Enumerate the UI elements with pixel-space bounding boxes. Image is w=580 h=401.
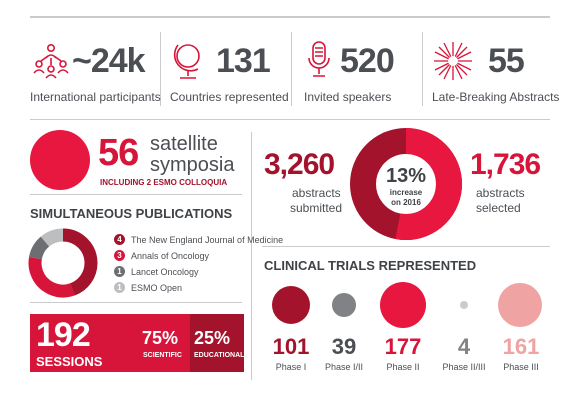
stat-late-breaking-label: Late-Breaking Abstracts — [432, 90, 560, 104]
abstracts-selected-value: 1,736 — [470, 148, 541, 181]
sessions-label: SESSIONS — [36, 354, 103, 369]
sessions-scientific-pct: 75% — [142, 328, 179, 348]
trial-phase-label: Phase II/III — [442, 362, 486, 372]
abstracts-selected-label1: abstracts — [476, 186, 525, 200]
sessions-bar-educational — [190, 314, 244, 372]
satellite-circle — [30, 130, 90, 190]
stat-speakers-label: Invited speakers — [304, 90, 392, 104]
sessions-educational-label: EDUCATIONAL — [194, 352, 245, 359]
microphone-icon — [305, 40, 333, 82]
abstracts-increase-label2: on 2016 — [391, 198, 421, 207]
trial-value: 4 — [457, 334, 471, 359]
trials-title: CLINICAL TRIALS REPRESENTED — [264, 258, 477, 273]
satellite-value: 56 — [98, 132, 139, 174]
stat-late-breaking-value: 55 — [488, 42, 525, 80]
publication-name: The New England Journal of Medicine — [131, 234, 284, 245]
sessions-scientific-label: SCIENTIFIC — [143, 352, 182, 359]
stat-speakers-value: 520 — [340, 42, 395, 80]
trial-phase-label: Phase II — [386, 362, 420, 372]
abstracts-increase-label1: increase — [389, 188, 423, 197]
stat-countries-label: Countries represented — [170, 90, 289, 104]
publication-count-badge: 1 — [114, 266, 125, 277]
publication-item: 1 Lancet Oncology — [114, 266, 199, 277]
publication-item: 3 Annals of Oncology — [114, 250, 209, 261]
trial-phase-label: Phase I — [275, 362, 307, 372]
divider-under-publications — [30, 302, 242, 303]
trial-bubble-phase-2 — [380, 282, 426, 328]
trial-value: 39 — [331, 334, 357, 359]
sessions-value: 192 — [36, 316, 91, 354]
divider-vertical-2 — [291, 32, 292, 106]
publication-item: 4 The New England Journal of Medicine — [114, 234, 283, 245]
satellite-line2: symposia — [150, 154, 235, 176]
abstracts-submitted-label2: submitted — [290, 201, 343, 215]
abstracts-donut-chart — [350, 128, 462, 245]
trial-bubble-phase-1-2 — [332, 293, 356, 317]
sessions-educational-pct: 25% — [194, 328, 231, 348]
trial-phase-label: Phase III — [503, 362, 539, 372]
divider-under-abstracts — [262, 246, 550, 247]
satellite-line1: satellite — [150, 133, 218, 155]
publications-donut-chart — [28, 228, 98, 303]
divider-vertical-3 — [422, 32, 423, 106]
publication-name: Annals of Oncology — [131, 250, 210, 261]
divider-vertical-1 — [160, 32, 161, 106]
trial-bubble-phase-2-3 — [460, 301, 468, 309]
divider-under-stats — [30, 119, 550, 120]
abstracts-submitted-value: 3,260 — [264, 148, 335, 181]
divider-under-satellite — [30, 194, 242, 195]
abstracts-submitted-label1: abstracts — [292, 186, 341, 200]
sessions-bar-scientific — [30, 314, 190, 372]
publications-title: SIMULTANEOUS PUBLICATIONS — [30, 206, 233, 221]
publication-count-badge: 1 — [114, 282, 125, 293]
stat-participants-value: ~24k — [72, 42, 146, 80]
publication-item: 1 ESMO Open — [114, 282, 182, 293]
people-network-icon — [30, 42, 72, 80]
trial-phase-label: Phase I/II — [324, 362, 364, 372]
trial-bubble-phase-3 — [498, 283, 542, 327]
abstracts-selected-label2: selected — [476, 201, 521, 215]
publication-name: Lancet Oncology — [131, 266, 199, 277]
burst-icon — [432, 40, 474, 82]
stat-countries-value: 131 — [216, 42, 271, 80]
divider-middle-vertical — [251, 132, 252, 380]
publication-count-badge: 3 — [114, 250, 125, 261]
top-rule — [30, 16, 550, 18]
trial-value: 177 — [384, 334, 422, 359]
satellite-sub: INCLUDING 2 ESMO COLLOQUIA — [100, 178, 228, 187]
stat-participants-label: International participants — [30, 90, 161, 104]
abstracts-increase-pct: 13% — [385, 165, 427, 187]
publication-name: ESMO Open — [131, 282, 183, 293]
publication-count-badge: 4 — [114, 234, 125, 245]
globe-icon — [170, 40, 206, 82]
trial-bubble-phase-1 — [272, 286, 310, 324]
trial-value: 161 — [502, 334, 540, 359]
trial-value: 101 — [272, 334, 310, 359]
